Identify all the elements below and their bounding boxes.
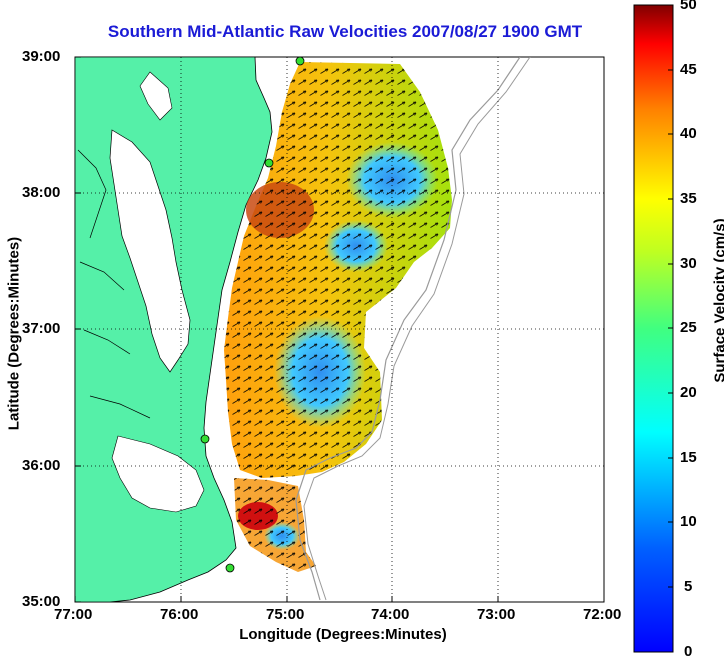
x-tick-label: 74:00: [371, 606, 409, 623]
y-tick-label: 36:00: [22, 457, 60, 474]
y-tick-label: 37:00: [22, 320, 60, 337]
colorbar-tick-label: 15: [680, 449, 697, 466]
colorbar-tick-label: 50: [680, 0, 697, 13]
x-tick-label: 76:00: [160, 606, 198, 623]
radar-station-marker: [201, 435, 209, 443]
colorbar-tick-label: 20: [680, 384, 697, 401]
x-tick-label: 77:00: [54, 606, 92, 623]
x-tick-label: 72:00: [583, 606, 621, 623]
chart-title: Southern Mid-Atlantic Raw Velocities 200…: [0, 22, 690, 42]
colorbar-tick-label: 10: [680, 513, 697, 530]
y-axis-label: Latitude (Degrees:Minutes): [6, 224, 23, 444]
x-tick-label: 75:00: [266, 606, 304, 623]
colorbar-tick-label: 35: [680, 190, 697, 207]
y-tick-label: 38:00: [22, 184, 60, 201]
colorbar-tick-label: 40: [680, 125, 697, 142]
colorbar-tick-label: 25: [680, 319, 697, 336]
radar-station-marker: [226, 564, 234, 572]
radar-station-marker: [265, 159, 273, 167]
x-tick-label: 73:00: [477, 606, 515, 623]
colorbar-label: Surface Velocity (cm/s): [712, 191, 724, 411]
colorbar: [634, 5, 673, 652]
y-tick-label: 39:00: [22, 48, 60, 65]
x-axis-label: Longitude (Degrees:Minutes): [218, 626, 468, 643]
colorbar-tick-label: 5: [684, 578, 692, 595]
colorbar-tick-label: 30: [680, 255, 697, 272]
radar-station-marker: [296, 57, 304, 65]
colorbar-tick-label: 0: [684, 643, 692, 660]
colorbar-tick-label: 45: [680, 61, 697, 78]
